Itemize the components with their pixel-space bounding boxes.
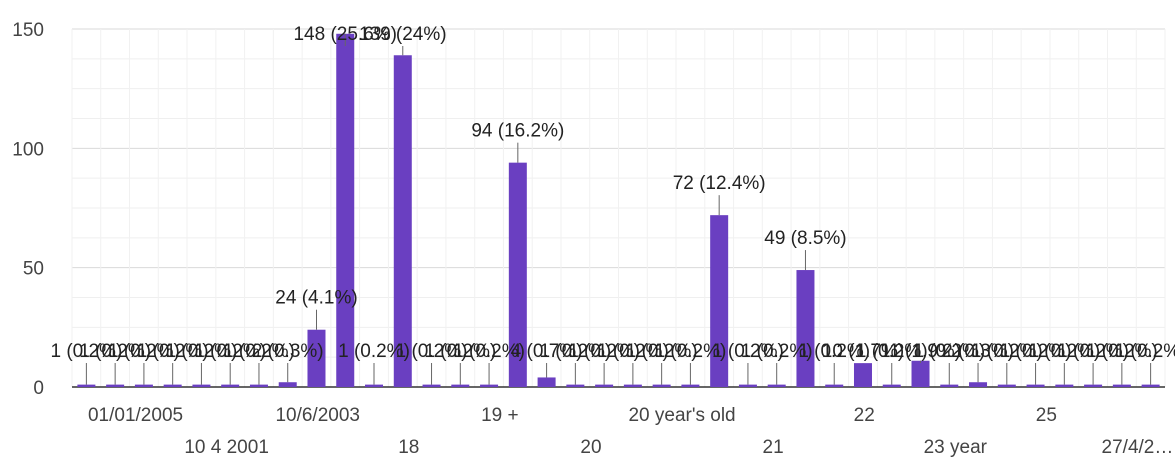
data-label: 4 (0.7%) bbox=[511, 341, 583, 362]
bars bbox=[77, 33, 1160, 388]
data-labels: 1 (0.2%)1 (0.2%)1 (0.2%)1 (0.2%)1 (0.2%)… bbox=[50, 24, 1175, 362]
bar bbox=[566, 384, 585, 387]
bar bbox=[623, 384, 642, 387]
x-axis: 01/01/2005 10/6/2003 19 + 20 year's old 22 25… bbox=[88, 405, 1173, 458]
x-tick-label: 10 4 2001 bbox=[184, 437, 269, 458]
bar bbox=[911, 360, 930, 387]
bar bbox=[451, 384, 470, 387]
data-label: 2 (0.3%) bbox=[252, 341, 324, 362]
data-label: 1 (0.2%) bbox=[655, 341, 727, 362]
bar bbox=[940, 384, 959, 387]
data-label: 1 (0.2%) bbox=[712, 341, 784, 362]
bar bbox=[853, 363, 872, 387]
bar bbox=[336, 33, 355, 387]
bar bbox=[249, 384, 268, 387]
data-label: 1 (0.2%) bbox=[913, 341, 985, 362]
data-label: 1 (0.2%) bbox=[338, 341, 410, 362]
x-tick-label: 20 bbox=[580, 437, 601, 458]
bar bbox=[997, 384, 1016, 387]
bar bbox=[969, 382, 988, 387]
x-tick-label: 01/01/2005 bbox=[88, 405, 183, 426]
bar bbox=[681, 384, 700, 387]
data-label: 49 (8.5%) bbox=[764, 228, 846, 249]
bar bbox=[221, 384, 240, 387]
x-tick-label: 19 + bbox=[481, 405, 519, 426]
data-label: 10 (1.7%) bbox=[822, 341, 904, 362]
data-label: 11 (1.9%) bbox=[880, 341, 961, 362]
data-label: 1 (0.2%) bbox=[741, 341, 813, 362]
data-label: 1 (0.2%) bbox=[79, 341, 151, 362]
bar bbox=[278, 382, 297, 387]
bar bbox=[77, 384, 96, 387]
label-leaders bbox=[85, 33, 1152, 385]
data-label: 24 (4.1%) bbox=[275, 288, 357, 309]
bar bbox=[393, 55, 412, 388]
data-label: 1 (0.2%) bbox=[856, 341, 928, 362]
bar bbox=[595, 384, 614, 387]
data-label: 1 (0.2%) bbox=[137, 341, 209, 362]
x-tick-label: 25 bbox=[1036, 405, 1057, 426]
data-label: 1 (0.2%) bbox=[597, 341, 669, 362]
y-tick-label: 150 bbox=[12, 20, 44, 41]
data-label: 1 (0.2%) bbox=[971, 341, 1043, 362]
data-label: 1 (0.2%) bbox=[1115, 341, 1175, 362]
data-label: 1 (0.2%) bbox=[798, 341, 870, 362]
data-label: 1 (0.2%) bbox=[539, 341, 611, 362]
data-label: 1 (0.2%) bbox=[223, 341, 295, 362]
grid-lines bbox=[71, 28, 1166, 388]
data-label: 1 (0.2%) bbox=[424, 341, 496, 362]
x-tick-label: 22 bbox=[854, 405, 875, 426]
data-label: 148 (25.6%) bbox=[293, 24, 397, 45]
data-label: 72 (12.4%) bbox=[673, 173, 766, 194]
bar bbox=[738, 384, 757, 387]
y-axis: 0 50 100 150 bbox=[12, 20, 44, 399]
bar bbox=[480, 384, 499, 387]
y-tick-label: 50 bbox=[23, 259, 44, 280]
x-tick-label: 18 bbox=[398, 437, 419, 458]
y-tick-label: 100 bbox=[12, 139, 44, 160]
x-tick-label: 10/6/2003 bbox=[275, 405, 360, 426]
data-label: 94 (16.2%) bbox=[471, 121, 564, 142]
bar bbox=[537, 377, 556, 387]
bar bbox=[163, 384, 182, 387]
data-label: 1 (0.2%) bbox=[108, 341, 180, 362]
bar bbox=[1112, 384, 1131, 387]
bar bbox=[508, 162, 527, 387]
bar bbox=[422, 384, 441, 387]
data-label: 1 (0.2%) bbox=[50, 341, 122, 362]
y-tick-label: 0 bbox=[33, 378, 44, 399]
bar bbox=[1055, 384, 1074, 387]
bar bbox=[652, 384, 671, 387]
bar bbox=[710, 215, 729, 387]
bar bbox=[767, 384, 786, 387]
x-tick-label: 23 year bbox=[924, 437, 988, 458]
data-label: 1 (0.2%) bbox=[1028, 341, 1100, 362]
data-label: 1 (0.2%) bbox=[626, 341, 698, 362]
bar bbox=[134, 384, 153, 387]
x-tick-label: 27/4/2… bbox=[1102, 437, 1174, 458]
x-tick-label: 21 bbox=[763, 437, 784, 458]
data-label: 1 (0.2%) bbox=[1000, 341, 1072, 362]
data-label: 1 (0.2%) bbox=[1057, 341, 1129, 362]
bar bbox=[1141, 384, 1160, 387]
bar bbox=[307, 329, 326, 387]
bar bbox=[882, 384, 901, 387]
bar bbox=[192, 384, 211, 387]
bar bbox=[1026, 384, 1045, 387]
data-label: 1 (0.2%) bbox=[453, 341, 525, 362]
data-label: 1 (0.2%) bbox=[166, 341, 238, 362]
bar bbox=[365, 384, 384, 387]
data-label: 1 (0.2%) bbox=[396, 341, 468, 362]
bar bbox=[1084, 384, 1103, 387]
data-label: 1 (0.2%) bbox=[1086, 341, 1158, 362]
bar bbox=[825, 384, 844, 387]
bar bbox=[106, 384, 125, 387]
data-label: 139 (24%) bbox=[359, 24, 447, 45]
bar bbox=[796, 270, 815, 387]
x-tick-label: 20 year's old bbox=[628, 405, 735, 426]
data-label: 1 (0.2%) bbox=[194, 341, 266, 362]
data-label: 2 (0.3%) bbox=[942, 341, 1014, 362]
data-label: 1 (0.2%) bbox=[568, 341, 640, 362]
